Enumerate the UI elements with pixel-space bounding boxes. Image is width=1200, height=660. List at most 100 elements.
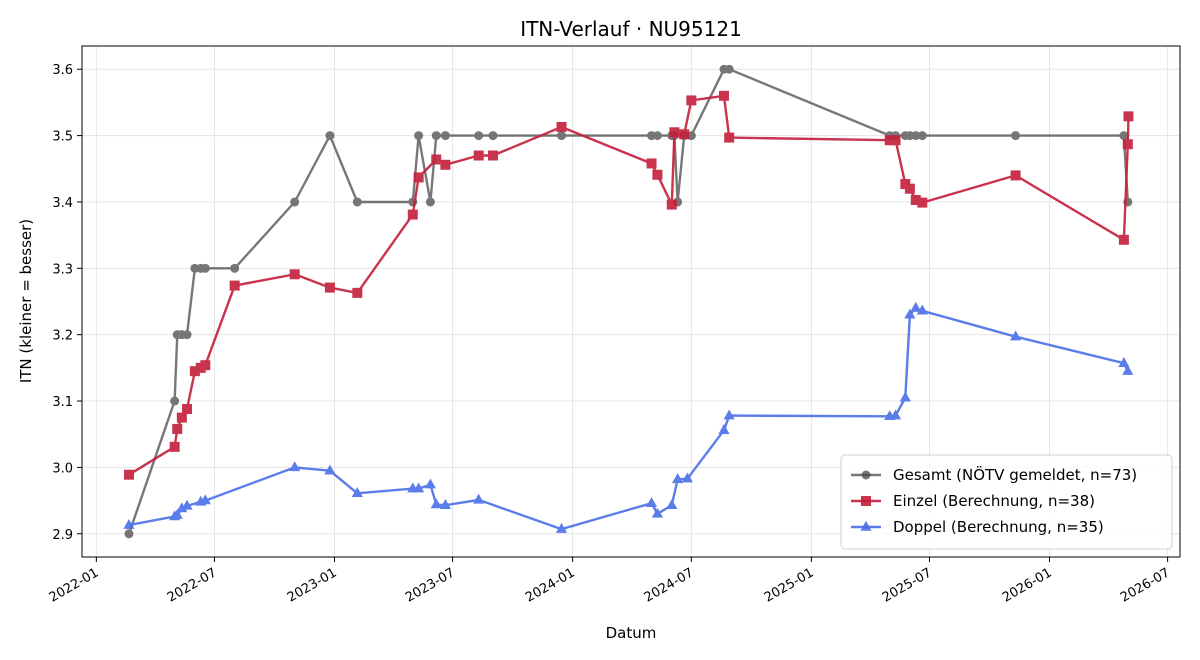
legend: Gesamt (NÖTV gemeldet, n=73) Einzel (Bere… <box>840 454 1173 550</box>
data-point-einzel <box>884 135 895 146</box>
data-point-doppel <box>413 482 425 493</box>
data-point-gesamt <box>352 197 362 207</box>
data-point-gesamt <box>182 330 192 340</box>
legend-marker <box>861 496 871 506</box>
legend-box <box>840 454 1173 550</box>
legend-entry: Doppel (Berechnung, n=35) <box>851 518 1104 536</box>
data-point-gesamt <box>124 529 134 539</box>
data-point-gesamt <box>652 131 662 141</box>
data-point-doppel <box>723 409 735 420</box>
data-point-einzel <box>169 441 180 452</box>
data-point-doppel <box>324 464 336 475</box>
data-point-doppel <box>1010 330 1022 341</box>
data-point-einzel <box>189 366 200 377</box>
data-point-doppel <box>473 493 485 504</box>
data-point-doppel <box>123 518 135 529</box>
data-point-einzel <box>488 150 499 161</box>
y-tick-label: 3.6 <box>52 63 73 78</box>
y-tick-label: 3.4 <box>52 196 73 211</box>
legend-label: Gesamt (NÖTV gemeldet, n=73) <box>893 465 1137 484</box>
data-point-einzel <box>917 197 928 208</box>
data-point-einzel <box>431 154 442 165</box>
data-point-doppel <box>181 499 193 510</box>
data-point-einzel <box>440 159 451 170</box>
data-point-einzel <box>182 404 193 415</box>
data-point-einzel <box>679 129 690 140</box>
legend-marker <box>860 520 872 531</box>
data-point-doppel <box>439 499 451 509</box>
data-point-einzel <box>669 127 680 138</box>
data-point-gesamt <box>414 131 424 141</box>
data-point-gesamt <box>1011 131 1021 141</box>
data-point-gesamt <box>200 263 210 273</box>
data-point-einzel <box>890 135 901 146</box>
y-tick-label: 2.9 <box>52 528 73 543</box>
data-point-einzel <box>666 199 677 210</box>
data-point-einzel <box>1010 170 1021 181</box>
data-point-doppel <box>718 424 730 434</box>
data-point-doppel <box>899 391 911 402</box>
legend-label: Einzel (Berechnung, n=38) <box>893 492 1095 510</box>
data-point-einzel <box>176 412 187 423</box>
series-einzel <box>123 90 1134 480</box>
data-point-gesamt <box>170 396 180 406</box>
data-point-gesamt <box>230 263 240 273</box>
data-point-gesamt <box>911 131 921 141</box>
x-axis-title: Datum <box>606 624 657 642</box>
data-point-einzel <box>686 95 697 106</box>
data-point-einzel <box>352 287 363 298</box>
series-layer <box>123 64 1134 539</box>
data-point-doppel <box>681 472 694 483</box>
data-point-gesamt <box>474 131 484 141</box>
data-point-doppel <box>424 478 436 489</box>
data-point-doppel <box>351 487 363 498</box>
data-point-gesamt <box>290 197 300 207</box>
legend-marker <box>861 470 871 480</box>
data-point-einzel <box>473 150 484 161</box>
data-point-einzel <box>407 209 418 220</box>
data-point-doppel <box>171 508 183 519</box>
data-point-einzel <box>556 121 567 132</box>
data-point-einzel <box>172 423 183 434</box>
y-tick-label: 3.1 <box>52 395 73 410</box>
data-point-doppel <box>430 498 442 509</box>
legend-label: Doppel (Berechnung, n=35) <box>893 518 1104 536</box>
data-point-gesamt <box>557 131 567 141</box>
data-point-gesamt <box>440 131 450 141</box>
data-point-doppel <box>910 301 922 312</box>
data-point-einzel <box>413 172 424 183</box>
data-point-einzel <box>1122 139 1133 150</box>
data-point-doppel <box>1122 364 1134 375</box>
data-point-einzel <box>324 282 335 293</box>
data-point-einzel <box>1123 111 1134 122</box>
data-point-einzel <box>724 132 735 143</box>
y-axis-title: ITN (kleiner = besser) <box>17 219 35 383</box>
y-tick-label: 3.3 <box>52 262 73 277</box>
data-point-gesamt <box>1119 131 1129 141</box>
plot-area-frame <box>81 45 1181 558</box>
data-point-doppel <box>889 409 902 420</box>
data-point-einzel <box>1118 234 1129 245</box>
data-point-einzel <box>904 183 915 194</box>
data-point-einzel <box>289 269 300 280</box>
data-point-einzel <box>123 469 134 480</box>
chart-title: ITN-Verlauf · NU95121 <box>520 17 742 41</box>
legend-entry: Einzel (Berechnung, n=38) <box>851 492 1095 510</box>
data-point-doppel <box>555 522 568 533</box>
data-point-doppel <box>666 499 678 509</box>
y-tick-label: 3.2 <box>52 329 73 344</box>
data-point-doppel <box>1118 357 1130 367</box>
data-point-doppel <box>651 507 664 518</box>
y-tick-label: 3.0 <box>52 461 73 476</box>
data-point-einzel <box>200 360 211 371</box>
data-point-einzel <box>646 158 657 169</box>
data-point-gesamt <box>425 197 435 207</box>
data-point-doppel <box>904 308 916 319</box>
data-point-gesamt <box>488 131 498 141</box>
data-point-gesamt <box>431 131 441 141</box>
data-point-doppel <box>645 497 658 507</box>
data-point-einzel <box>652 169 663 180</box>
series-doppel <box>123 301 1134 533</box>
legend-entry: Gesamt (NÖTV gemeldet, n=73) <box>851 465 1137 484</box>
